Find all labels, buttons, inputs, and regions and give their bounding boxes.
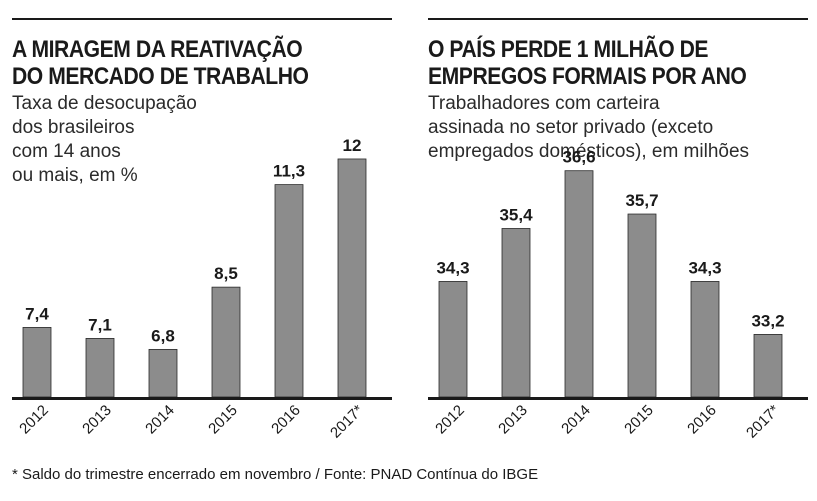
chart-title: O PAÍS PERDE 1 MILHÃO DE EMPREGOS FORMAI… (428, 36, 762, 90)
chart-panel-unemployment: A MIRAGEM DA REATIVAÇÃO DO MERCADO DE TR… (12, 0, 392, 455)
x-tick-label: 2016 (684, 402, 720, 438)
x-tick-label: 2014 (558, 402, 594, 438)
x-tick-label: 2017* (327, 402, 367, 442)
chart-subtitle: Trabalhadores com carteira assinada no s… (428, 92, 749, 164)
top-rule (12, 18, 392, 20)
x-tick-label: 2015 (621, 402, 657, 438)
x-tick-label: 2017* (743, 402, 783, 442)
chart-title-line: A MIRAGEM DA REATIVAÇÃO (12, 36, 303, 63)
chart-panel-formal-jobs: O PAÍS PERDE 1 MILHÃO DE EMPREGOS FORMAI… (428, 0, 808, 455)
chart-title-line: DO MERCADO DE TRABALHO (12, 63, 309, 90)
x-tick-label: 2012 (16, 402, 52, 438)
chart-title: A MIRAGEM DA REATIVAÇÃO DO MERCADO DE TR… (12, 36, 346, 90)
x-tick-label: 2016 (268, 402, 304, 438)
unemployment-bar-chart: 7,4 2012 7,1 2013 6,8 2014 8,5 2015 11,3 2016 12 20… (12, 136, 392, 442)
bar (627, 213, 657, 398)
bar (22, 327, 52, 398)
bar (211, 286, 241, 398)
data-label: 8,5 (214, 264, 238, 283)
data-label: 7,1 (88, 315, 112, 334)
chart-subtitle-line: Trabalhadores com carteira (428, 93, 660, 114)
chart-subtitle-line: dos brasileiros (12, 117, 135, 138)
chart-title-line: O PAÍS PERDE 1 MILHÃO DE (428, 36, 709, 63)
x-axis-baseline (428, 397, 808, 400)
chart-subtitle: Taxa de desocupação dos brasileiros com … (12, 92, 197, 188)
bar (85, 338, 115, 398)
chart-subtitle-line: ou mais, em % (12, 165, 138, 186)
data-label: 12 (343, 136, 362, 155)
chart-subtitle-line: Taxa de desocupação (12, 93, 197, 114)
chart-title-line: EMPREGOS FORMAIS POR ANO (428, 63, 747, 90)
data-label: 35,4 (499, 205, 533, 224)
x-tick-label: 2012 (432, 402, 468, 438)
chart-subtitle-line: assinada no setor privado (exceto (428, 117, 714, 138)
x-tick-label: 2015 (205, 402, 241, 438)
data-label: 33,2 (751, 311, 784, 330)
bar (501, 228, 531, 398)
bar (438, 281, 468, 398)
x-tick-label: 2014 (142, 402, 178, 438)
formal-jobs-bar-chart: 34,3 2012 35,4 2013 36,6 2014 35,7 2015 34,3 2016… (428, 148, 808, 442)
bar (337, 158, 367, 398)
data-label: 11,3 (273, 162, 305, 181)
data-label: 6,8 (151, 326, 175, 345)
x-tick-label: 2013 (79, 402, 115, 438)
data-label: 34,3 (688, 258, 721, 277)
data-label: 36,6 (562, 148, 595, 167)
chart-subtitle-line: com 14 anos (12, 141, 121, 162)
bar (753, 334, 783, 398)
chart-subtitle-line: empregados domésticos), em milhões (428, 141, 750, 162)
top-rule (428, 18, 808, 20)
data-label: 34,3 (436, 258, 469, 277)
bar (564, 170, 594, 398)
x-axis-baseline (12, 397, 392, 400)
bar (690, 281, 720, 398)
data-label: 35,7 (625, 191, 658, 210)
bar (148, 348, 178, 398)
data-label: 7,4 (25, 304, 49, 323)
footnote: * Saldo do trimestre encerrado em novemb… (12, 466, 539, 483)
x-tick-label: 2013 (495, 402, 531, 438)
bar (274, 184, 304, 398)
